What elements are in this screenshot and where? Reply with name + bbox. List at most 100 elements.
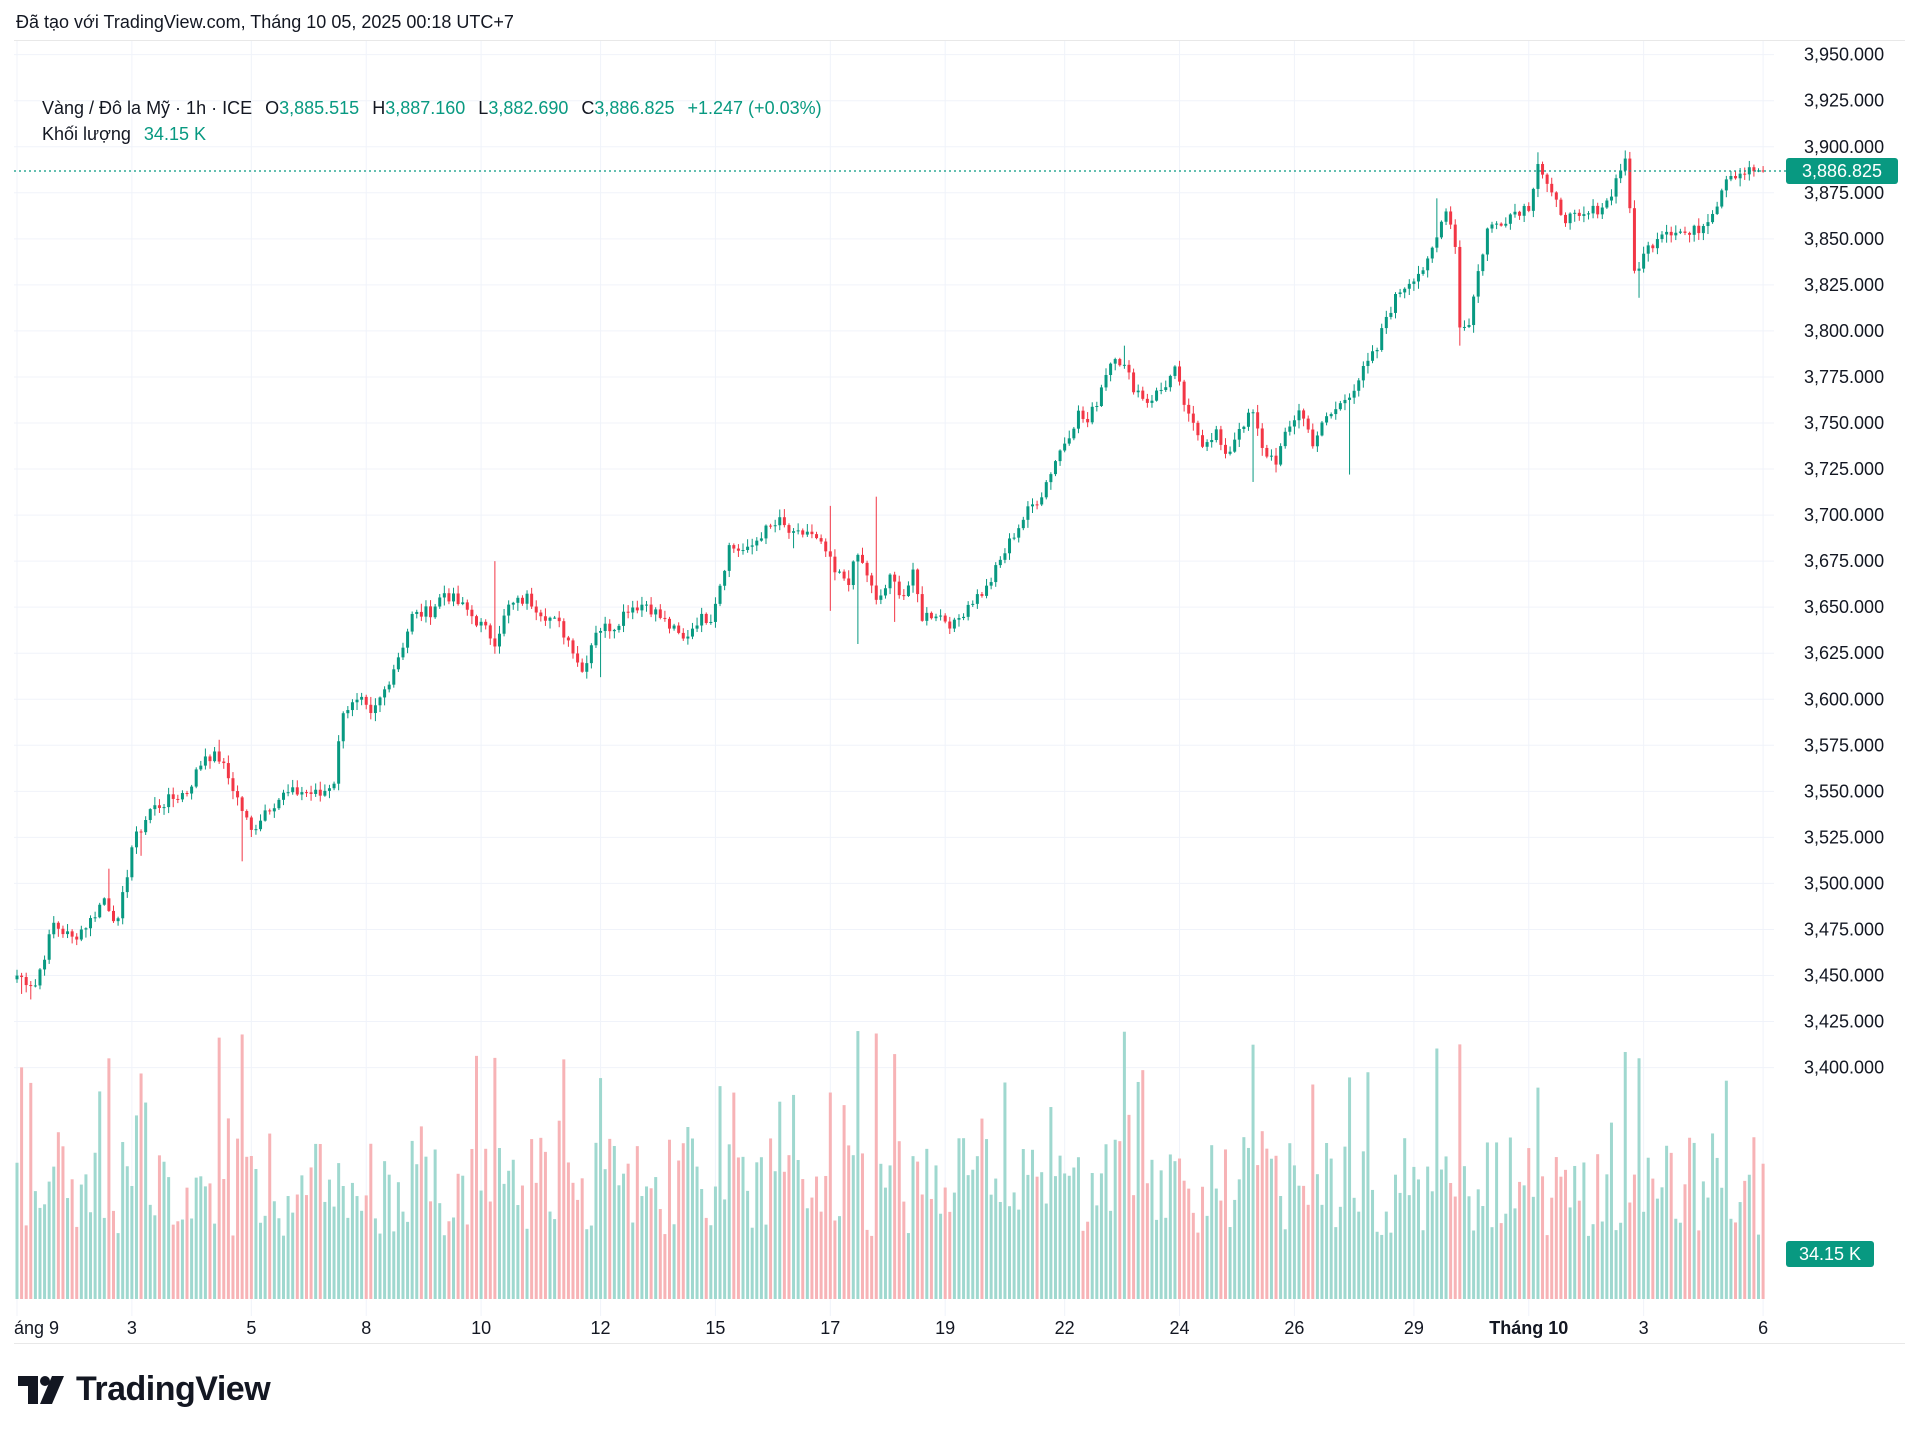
time-axis[interactable]: áng 9 3 5 8 10 12 15 17 19 22 24 26 29 Tháng 10 3 6 — [14, 1318, 1768, 1338]
volume-bar — [1495, 1142, 1499, 1299]
time-tick-label: 19 — [935, 1318, 955, 1338]
volume-bar — [162, 1161, 166, 1299]
volume-bar — [796, 1160, 800, 1299]
volume-bar — [1453, 1196, 1457, 1299]
candle-body — [20, 975, 24, 978]
candle-body — [658, 609, 662, 618]
candle-body — [654, 609, 658, 615]
volume-bar — [171, 1224, 175, 1299]
candle-body — [1063, 443, 1067, 451]
price-tick-label: 3,825.000 — [1804, 275, 1884, 295]
volume-bar — [1564, 1169, 1568, 1299]
price-chart[interactable]: 3,886.825 34.15 K 3,950.000 3,925.000 3,900… — [14, 41, 1905, 1343]
candle-body — [378, 697, 382, 706]
volume-bar — [479, 1190, 483, 1299]
volume-bar — [805, 1208, 809, 1299]
candle-body — [1141, 390, 1145, 399]
candle-body — [171, 794, 175, 799]
volume-bar — [792, 1094, 796, 1299]
volume-bar — [966, 1175, 970, 1299]
volume-bar — [989, 1194, 993, 1299]
volume-bar — [1380, 1234, 1384, 1299]
volume-bar — [1688, 1137, 1692, 1299]
candle-body — [1352, 390, 1356, 398]
last-price-badge[interactable] — [1786, 158, 1898, 185]
candle-body — [929, 612, 933, 619]
candle-body — [231, 778, 235, 792]
candle-body — [626, 611, 630, 613]
volume-bar — [222, 1179, 226, 1299]
candle-body — [433, 606, 437, 618]
volume-bar — [1352, 1197, 1356, 1299]
volume-bar — [102, 1217, 106, 1299]
candle-body — [1187, 404, 1191, 414]
last-volume-badge[interactable] — [1786, 1241, 1874, 1267]
volume-bar — [929, 1198, 933, 1299]
candle-body — [1306, 418, 1310, 430]
candle-body — [116, 918, 120, 922]
candle-body — [994, 565, 998, 583]
volume-bar — [746, 1190, 750, 1299]
candle-body — [70, 931, 74, 937]
candle-body — [429, 606, 433, 618]
volume-bar — [1499, 1223, 1503, 1299]
tradingview-logo[interactable]: TradingView — [18, 1370, 271, 1409]
volume-bar — [369, 1143, 373, 1299]
volume-label[interactable]: Khối lượng — [42, 124, 131, 144]
candle-body — [645, 604, 649, 606]
candle-body — [998, 559, 1002, 566]
candle-body — [484, 621, 488, 626]
candle-body — [1729, 175, 1733, 180]
candle-body — [1412, 281, 1416, 284]
volume-bar — [1550, 1197, 1554, 1299]
volume-bar — [1168, 1154, 1172, 1299]
volume-bar — [511, 1159, 515, 1299]
candle-body — [507, 604, 511, 616]
volume-bar — [1536, 1087, 1540, 1299]
time-tick-label: 15 — [705, 1318, 725, 1338]
volume-bar — [497, 1147, 501, 1299]
volume-bar — [520, 1185, 524, 1299]
price-tick-label: 3,925.000 — [1804, 91, 1884, 111]
price-tick-label: 3,550.000 — [1804, 781, 1884, 801]
candle-body — [690, 628, 694, 637]
candle-body — [107, 898, 111, 911]
volume-bar — [700, 1188, 704, 1299]
candle-body — [29, 985, 33, 987]
volume-bar — [1522, 1185, 1526, 1299]
candle-body — [980, 594, 984, 596]
volume-bar — [442, 1235, 446, 1299]
price-axis[interactable]: 3,950.000 3,925.000 3,900.000 3,875.000 3,85… — [1804, 45, 1884, 1078]
candle-body — [1651, 245, 1655, 249]
candle-body — [695, 625, 699, 629]
volume-bar — [736, 1157, 740, 1299]
candle-body — [1605, 200, 1609, 208]
volume-bar — [1173, 1161, 1177, 1299]
candle-body — [369, 704, 373, 714]
candle-body — [617, 625, 621, 630]
candle-body — [1343, 399, 1347, 404]
candle-body — [1403, 288, 1407, 293]
volume-bar — [1421, 1230, 1425, 1299]
candle-body — [1168, 375, 1172, 388]
volume-bar — [93, 1152, 97, 1299]
candle-body — [1223, 444, 1227, 454]
time-tick-label: 10 — [471, 1318, 491, 1338]
candle-body — [1008, 538, 1012, 554]
symbol-name[interactable]: Vàng / Đô la Mỹ · 1h · ICE — [42, 98, 253, 118]
candle-body — [392, 669, 396, 685]
candle-body — [828, 551, 832, 557]
volume-bar — [1747, 1174, 1751, 1299]
volume-bar — [327, 1179, 331, 1299]
volume-bar — [1591, 1224, 1595, 1299]
volume-bar — [20, 1067, 24, 1299]
chart-frame[interactable]: 3,886.825 34.15 K 3,950.000 3,925.000 3,900… — [14, 40, 1905, 1344]
volume-bar — [1371, 1189, 1375, 1299]
candle-body — [268, 810, 272, 812]
volume-bar — [1646, 1157, 1650, 1299]
volume-bar — [291, 1212, 295, 1299]
candle-body — [488, 625, 492, 639]
candle-body — [341, 713, 345, 742]
price-tick-label: 3,875.000 — [1804, 183, 1884, 203]
volume-bar — [640, 1196, 644, 1299]
